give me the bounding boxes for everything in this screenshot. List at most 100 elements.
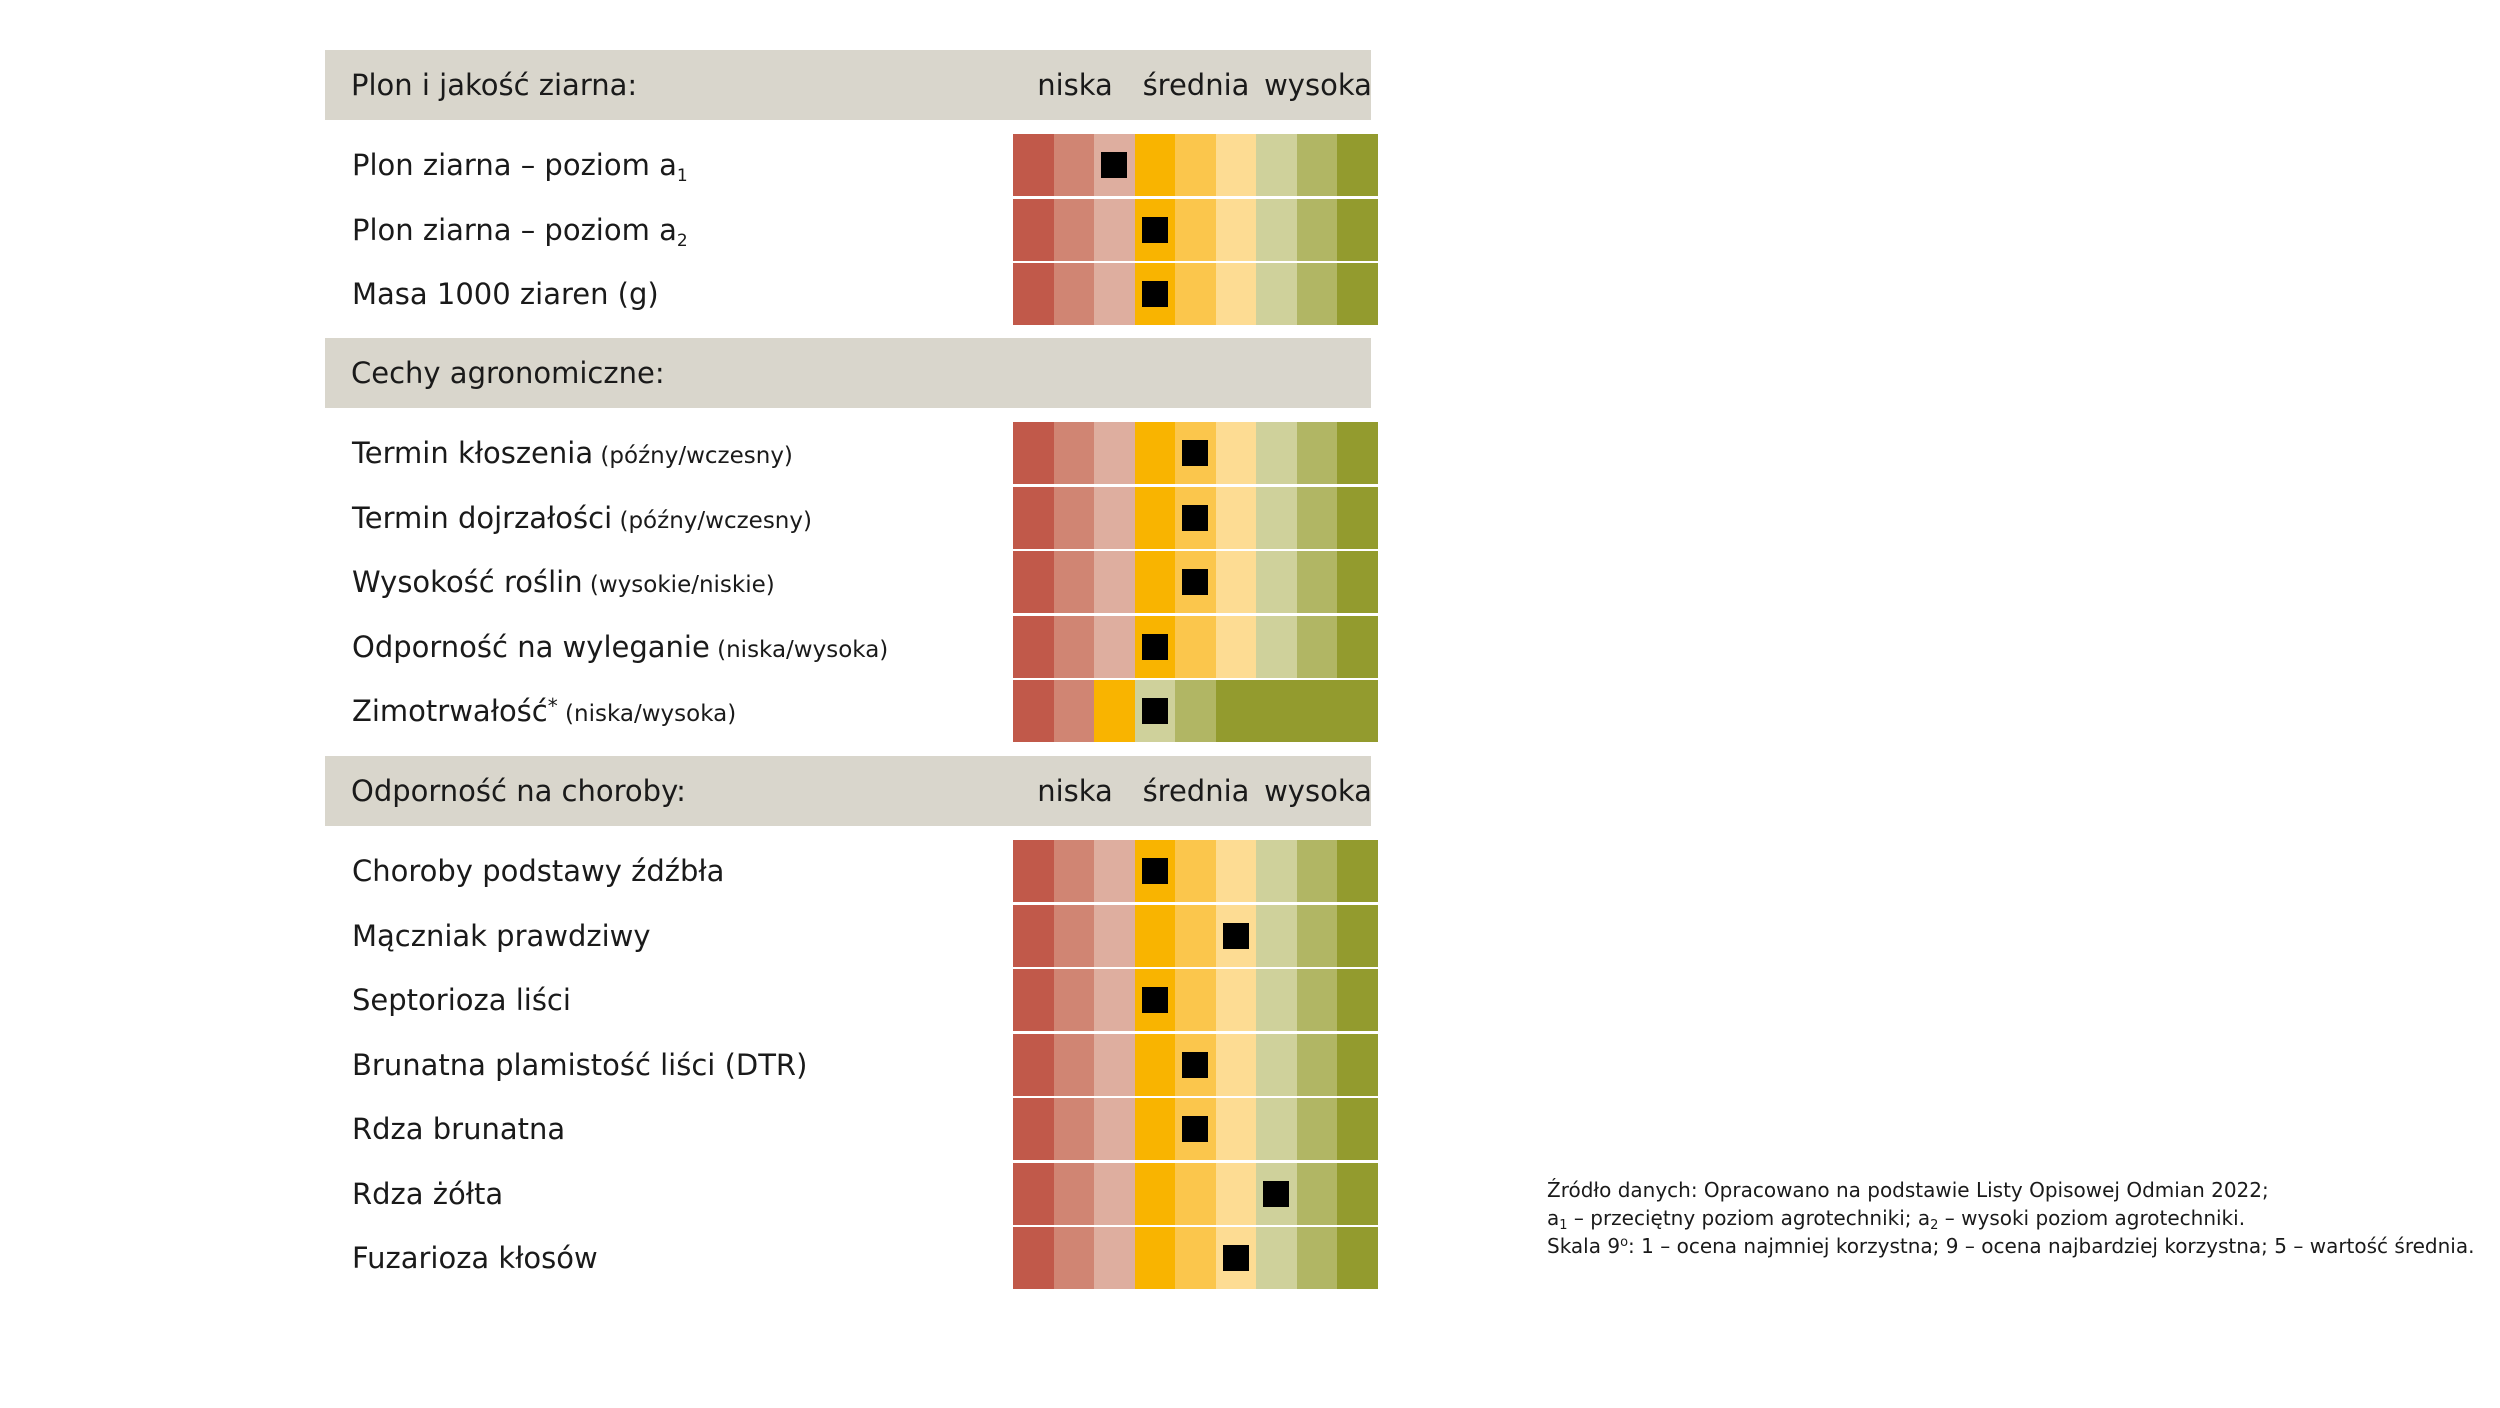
row-label-text: Plon ziarna – poziom a: [352, 212, 677, 247]
rating-marker: [1182, 569, 1209, 595]
scale-cell: [1296, 969, 1338, 1031]
footnote: Źródło danych: Opracowano na podstawie L…: [1547, 1176, 2474, 1260]
scale-cell: [1296, 1162, 1338, 1225]
footnote-a2-desc: – wysoki poziom agrotechniki.: [1938, 1206, 2246, 1230]
scale-cell: [1296, 1098, 1338, 1160]
scale-cell: [1215, 134, 1257, 196]
scale-label-low: niska: [1037, 774, 1113, 808]
section-title: Cechy agronomiczne:: [351, 356, 665, 390]
scale-cell: [1013, 680, 1055, 742]
row-label: Rdza brunatna: [352, 1098, 565, 1160]
rating-marker: [1182, 1051, 1209, 1078]
scale-cell: [1094, 680, 1136, 742]
scale-cell: [1215, 422, 1257, 484]
scale-cell: [1175, 134, 1217, 196]
scale-cell: [1337, 551, 1379, 613]
row-label-text: Termin kłoszenia: [352, 436, 594, 470]
scale-cell: [1256, 1033, 1298, 1096]
scale-cell: [1256, 969, 1298, 1031]
scale-cell: [1256, 134, 1298, 196]
scale-cell: [1215, 1033, 1257, 1096]
rating-marker: [1141, 216, 1168, 243]
row-label: Mączniak prawdziwy: [352, 905, 651, 967]
scale-cell: [1256, 1098, 1298, 1160]
row-label: Fuzarioza kłosów: [352, 1227, 598, 1289]
row-label: Plon ziarna – poziom a2: [352, 199, 688, 261]
scale-cell: [1215, 1162, 1257, 1225]
scale-cell: [1337, 422, 1379, 484]
section-header: Cechy agronomiczne:: [325, 338, 1371, 408]
row-label: Termin dojrzałości (późny/wczesny): [352, 487, 812, 549]
scale-cell: [1175, 680, 1217, 742]
row-label-text: Mączniak prawdziwy: [352, 918, 651, 953]
scale-cell: [1094, 904, 1136, 967]
scale-cell: [1053, 486, 1095, 549]
scale-label-mid: średnia: [1142, 68, 1250, 102]
rating-marker: [1182, 440, 1209, 466]
scale-cell: [1175, 615, 1217, 678]
scale-cell: [1053, 134, 1095, 196]
scale-cell: [1256, 198, 1298, 261]
scale-cell: [1053, 198, 1095, 261]
row-label-qualifier: (późny/wczesny): [593, 443, 793, 469]
scale-cell: [1296, 422, 1338, 484]
scale-cell: [1053, 551, 1095, 613]
row-label: Odporność na wyleganie (niska/wysoka): [352, 616, 888, 678]
scale-cell: [1013, 840, 1055, 902]
scale-cell: [1094, 551, 1136, 613]
row-label: Brunatna plamistość liści (DTR): [352, 1034, 807, 1096]
footnote-scale-a: Skala 9: [1547, 1234, 1621, 1258]
row-label-text: Rdza żółta: [352, 1176, 504, 1211]
scale-cell: [1175, 840, 1217, 902]
scale-cell: [1053, 904, 1095, 967]
section-title: Plon i jakość ziarna:: [351, 68, 638, 102]
scale-cell: [1215, 680, 1379, 742]
scale-cell: [1296, 263, 1338, 325]
scale-cell: [1053, 1162, 1095, 1225]
scale-cell: [1053, 615, 1095, 678]
rating-marker: [1222, 1245, 1249, 1271]
scale-cell: [1256, 615, 1298, 678]
scale-cell: [1094, 1227, 1136, 1289]
scale-cell: [1013, 1162, 1055, 1225]
scale-cell: [1013, 904, 1055, 967]
scale-cell: [1094, 615, 1136, 678]
scale-cell: [1337, 198, 1379, 261]
footnote-agrotechnics: a1 – przeciętny poziom agrotechniki; a2 …: [1547, 1204, 2474, 1232]
scale-cell: [1134, 1162, 1176, 1225]
footnote-scale-b: : 1 – ocena najmniej korzystna; 9 – ocen…: [1628, 1234, 2475, 1258]
scale-cell: [1215, 840, 1257, 902]
footnote-scale-degree: o: [1620, 1235, 1629, 1250]
scale-cell: [1256, 1227, 1298, 1289]
rating-marker: [1141, 633, 1168, 660]
rating-marker: [1222, 922, 1249, 949]
scale-cell: [1134, 422, 1176, 484]
row-label: Plon ziarna – poziom a1: [352, 134, 688, 196]
row-label-qualifier: (niska/wysoka): [709, 636, 889, 663]
scale-cell: [1094, 969, 1136, 1031]
scale-cell: [1013, 422, 1055, 484]
scale-cell: [1296, 134, 1338, 196]
footnote-source: Źródło danych: Opracowano na podstawie L…: [1547, 1178, 2269, 1202]
scale-cell: [1256, 904, 1298, 967]
scale-cell: [1053, 263, 1095, 325]
row-label-text: Termin dojrzałości: [352, 500, 613, 535]
row-label-qualifier: (niska/wysoka): [557, 701, 737, 727]
scale-cell: [1175, 198, 1217, 261]
rating-marker: [1101, 152, 1128, 178]
row-label-text: Brunatna plamistość liści (DTR): [352, 1047, 808, 1082]
scale-cell: [1256, 263, 1298, 325]
scale-cell: [1337, 1098, 1379, 1160]
scale-cell: [1337, 134, 1379, 196]
row-label: Termin kłoszenia (późny/wczesny): [352, 422, 793, 484]
scale-cell: [1337, 969, 1379, 1031]
row-label-asterisk: *: [547, 694, 558, 718]
footnote-a2-sub: 2: [1930, 1218, 1939, 1233]
row-label-qualifier: (późny/wczesny): [612, 507, 812, 534]
scale-cell: [1256, 422, 1298, 484]
rating-marker: [1141, 987, 1168, 1013]
row-label: Zimotrwałość* (niska/wysoka): [352, 680, 736, 742]
scale-cell: [1256, 486, 1298, 549]
row-label-subscript: 1: [676, 166, 688, 186]
